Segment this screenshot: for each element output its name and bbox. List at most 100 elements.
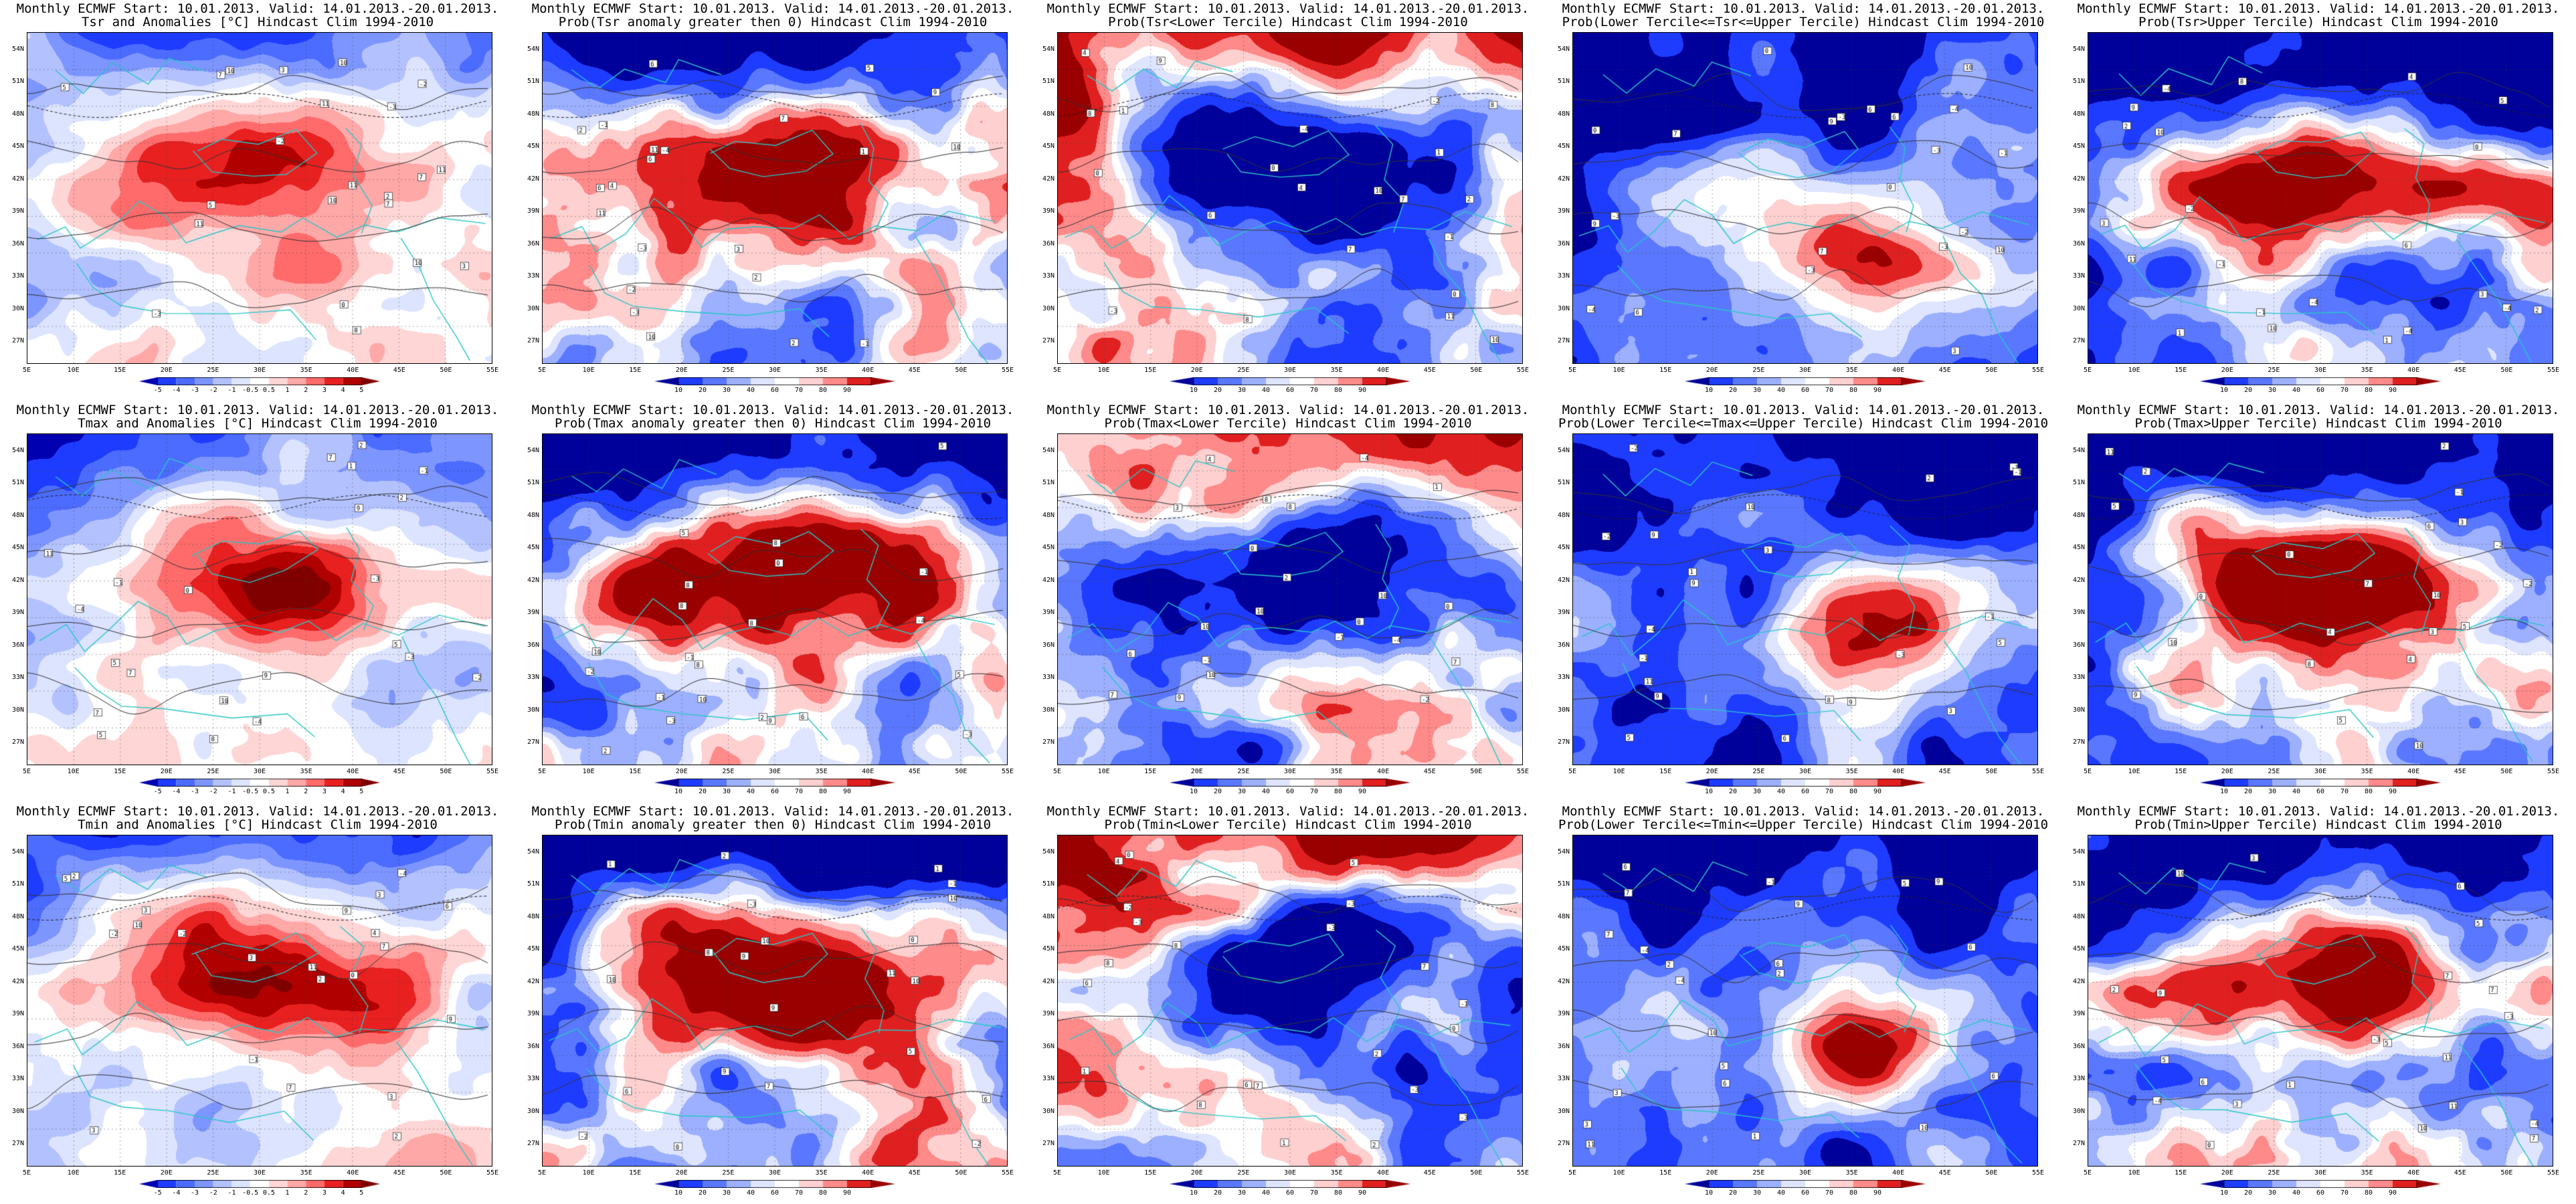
- colorbar: [654, 1180, 895, 1188]
- colorbar-label: 80: [818, 788, 828, 795]
- lon-label: 25E: [207, 1169, 219, 1177]
- lon-label: 50E: [1985, 768, 1998, 775]
- colorbar-label: 4: [341, 387, 345, 394]
- lat-label: 45N: [527, 544, 539, 552]
- lon-label: 15E: [1659, 1169, 1672, 1177]
- colorbar-label: -0.5: [242, 387, 259, 394]
- colorbar-label: 70: [1825, 387, 1834, 394]
- lat-label: 30N: [2072, 706, 2085, 714]
- lat-label: 39N: [1042, 1010, 1054, 1018]
- lon-label: 40E: [862, 768, 875, 775]
- lat-label: 39N: [1042, 609, 1054, 617]
- panel-title-line2: Prob(Tmax anomaly greater then 0) Hindca…: [554, 416, 992, 431]
- lon-label: 55E: [1516, 768, 1530, 775]
- lat-label: 30N: [1042, 706, 1054, 714]
- colorbar-label: 80: [1849, 1189, 1858, 1197]
- lat-label: 54N: [527, 45, 539, 53]
- colorbar-label: 70: [2340, 788, 2349, 795]
- map-field-canvas: [543, 835, 1007, 1166]
- map-area: [542, 32, 1008, 364]
- colorbar-label: 10: [2219, 788, 2229, 795]
- lat-label: 54N: [2072, 848, 2085, 856]
- lon-label: 20E: [160, 768, 173, 775]
- lon-label: 15E: [114, 1169, 126, 1177]
- lon-label: 10E: [67, 367, 80, 374]
- lat-label: 39N: [527, 207, 539, 215]
- lat-label: 36N: [1042, 641, 1054, 649]
- lat-label: 39N: [2072, 609, 2085, 617]
- lon-label: 20E: [2221, 768, 2233, 775]
- lat-label: 39N: [11, 207, 24, 215]
- colorbar-label: 40: [746, 1189, 755, 1197]
- map-field-canvas: [27, 33, 492, 363]
- lon-label: 10E: [1097, 768, 1110, 775]
- lon-label: 20E: [160, 1169, 173, 1177]
- lat-label: 42N: [1042, 576, 1054, 584]
- lon-label: 5E: [1568, 1169, 1577, 1177]
- colorbar-label: 80: [2364, 1189, 2373, 1197]
- lat-label: 45N: [1557, 945, 1570, 953]
- colorbar-label: 90: [1873, 1189, 1882, 1197]
- panel-title-line1: Monthly ECMWF Start: 10.01.2013. Valid: …: [531, 804, 1014, 819]
- map-area: [1572, 433, 2038, 765]
- lon-label: 55E: [1001, 768, 1014, 775]
- lon-label: 15E: [2175, 367, 2187, 374]
- lat-label: 27N: [2072, 337, 2085, 344]
- lat-label: 54N: [11, 848, 24, 856]
- colorbar-label: 40: [2292, 1189, 2301, 1197]
- lat-label: 36N: [1557, 239, 1570, 247]
- colorbar-label: 20: [698, 387, 707, 394]
- panel-title-line1: Monthly ECMWF Start: 10.01.2013. Valid: …: [16, 403, 499, 417]
- lon-label: 5E: [537, 1169, 547, 1177]
- lat-label: 48N: [527, 912, 539, 920]
- lon-label: 55E: [2547, 768, 2560, 775]
- lat-label: 39N: [2072, 207, 2085, 215]
- lon-label: 50E: [1985, 367, 1998, 374]
- lon-label: 50E: [955, 1169, 968, 1177]
- lon-label: 35E: [2361, 768, 2373, 775]
- lat-label: 27N: [11, 337, 24, 344]
- lat-label: 45N: [11, 945, 24, 953]
- lon-label: 15E: [629, 367, 642, 374]
- lon-label: 20E: [1706, 367, 1718, 374]
- lon-label: 15E: [1659, 768, 1672, 775]
- colorbar-label: -4: [172, 1189, 181, 1197]
- lat-label: 27N: [1042, 738, 1054, 746]
- lat-label: 36N: [1557, 1042, 1570, 1050]
- panel-title-line2: Tmin and Anomalies [°C] Hindcast Clim 19…: [78, 817, 438, 832]
- colorbar-label: 30: [1752, 788, 1762, 795]
- map-area: [1057, 433, 1523, 765]
- colorbar-label: 70: [794, 387, 804, 394]
- lat-label: 45N: [527, 142, 539, 150]
- colorbar-label: 70: [1825, 1189, 1834, 1197]
- lat-label: 27N: [527, 1140, 539, 1147]
- colorbar-label: -0.5: [242, 788, 259, 795]
- lat-label: 27N: [1042, 1140, 1054, 1147]
- lat-label: 45N: [2072, 544, 2085, 552]
- lat-label: 36N: [1042, 239, 1054, 247]
- colorbar-label: -3: [191, 788, 199, 795]
- lon-label: 40E: [862, 1169, 875, 1177]
- colorbar: [1170, 1180, 1410, 1188]
- lat-label: 42N: [1042, 977, 1054, 985]
- lat-label: 54N: [1042, 848, 1054, 856]
- lon-label: 15E: [1659, 367, 1672, 374]
- panel-title-line1: Monthly ECMWF Start: 10.01.2013. Valid: …: [16, 804, 499, 819]
- colorbar-label: 10: [1189, 387, 1198, 394]
- colorbar-canvas: [1685, 377, 1926, 385]
- lon-label: 50E: [440, 768, 452, 775]
- lon-label: 5E: [22, 367, 31, 374]
- colorbar-label: 2: [304, 788, 308, 795]
- lat-label: 51N: [11, 880, 24, 888]
- lon-label: 45E: [393, 367, 405, 374]
- lat-label: 39N: [11, 609, 24, 617]
- lat-label: 27N: [1042, 337, 1054, 344]
- colorbar-canvas: [1170, 779, 1410, 787]
- lat-label: 45N: [2072, 142, 2085, 150]
- colorbar-label: 40: [1776, 1189, 1786, 1197]
- lon-label: 40E: [347, 768, 359, 775]
- lon-label: 20E: [160, 367, 173, 374]
- colorbar-canvas: [2200, 377, 2441, 385]
- map-panel-tmin-prob-gt0: Monthly ECMWF Start: 10.01.2013. Valid: …: [515, 803, 1030, 1204]
- lat-label: 36N: [1042, 1042, 1054, 1050]
